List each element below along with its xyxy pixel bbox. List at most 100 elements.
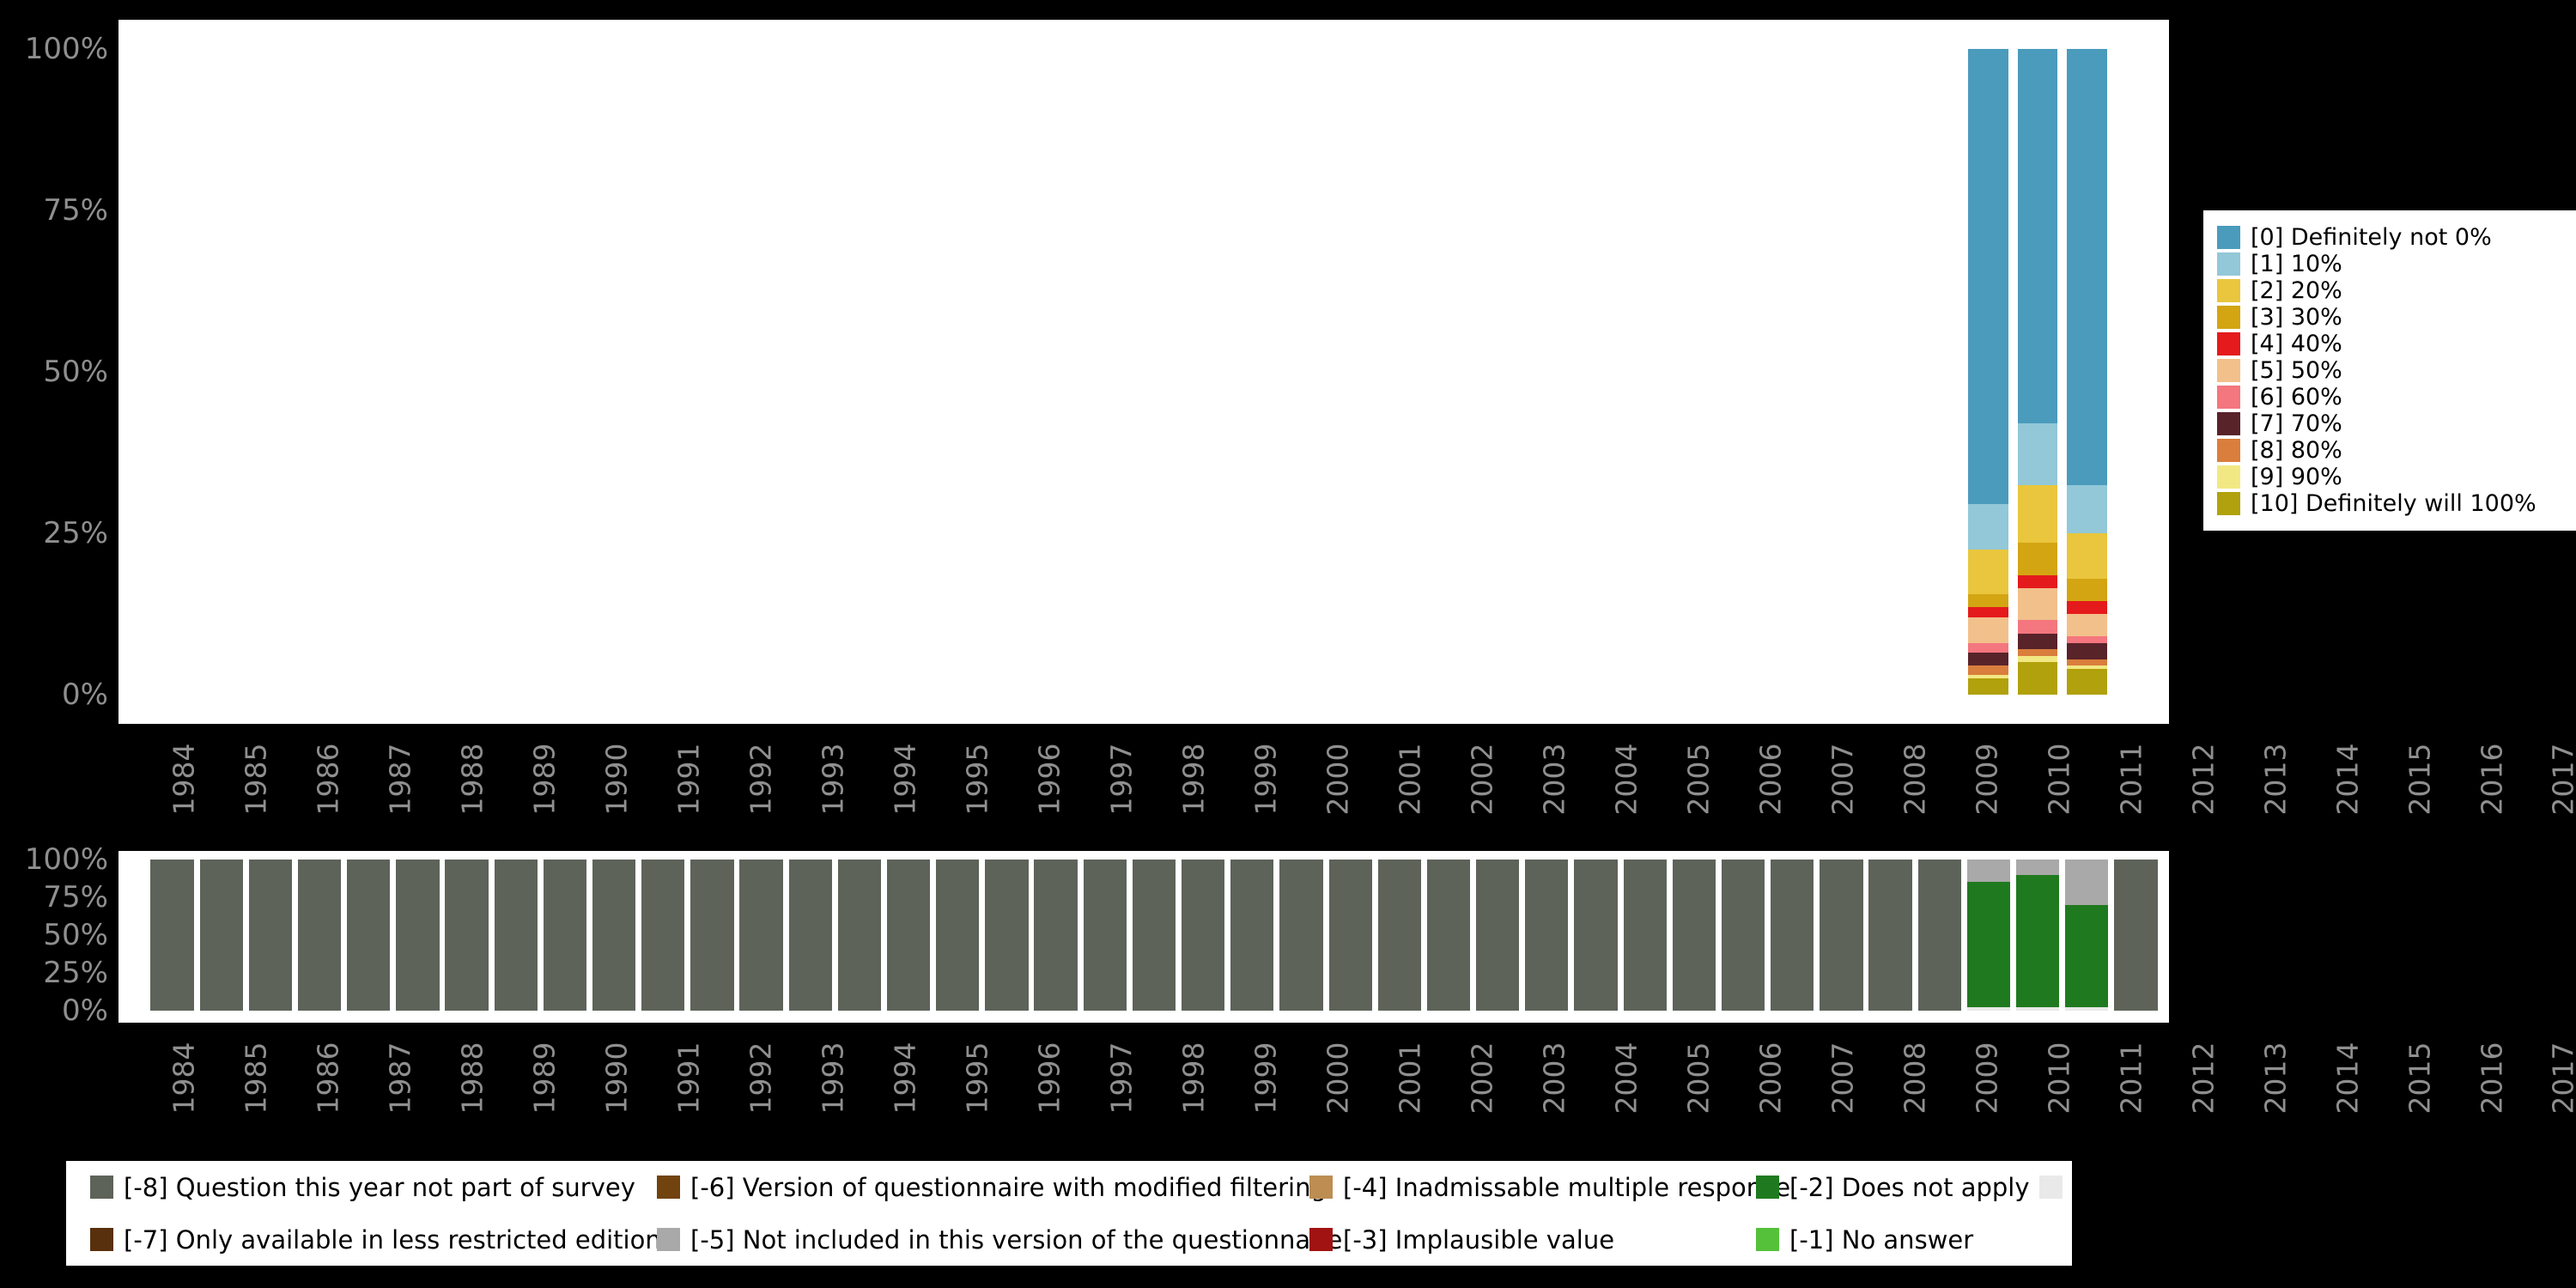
bar-segment--8	[1917, 860, 1961, 1011]
legend-item: [0] Definitely not 0%	[2217, 224, 2576, 251]
legend-label: [-7] Only available in less restricted e…	[124, 1224, 661, 1255]
year-label: 2008	[1898, 1042, 1932, 1114]
year-label: 2013	[2258, 1042, 2293, 1114]
stacked-bar	[1525, 860, 1569, 1011]
missing-bar-2018	[1817, 860, 1866, 1011]
year-label: 2013	[2258, 743, 2293, 815]
legend-label: [-3] Implausible value	[1343, 1224, 1615, 1255]
legend-swatch	[90, 1228, 113, 1251]
legend-label: [5] 50%	[2251, 357, 2342, 384]
missing-bar-2023	[2063, 860, 2111, 1011]
missing-bar-1987	[295, 860, 344, 1011]
bar-segment--2	[1966, 882, 2011, 1008]
missing-bar-1996	[737, 860, 786, 1011]
bar-segment--5	[2065, 860, 2109, 905]
year-tick: 1995	[941, 731, 1013, 827]
bar-segment--8	[1182, 860, 1225, 1011]
missing-bar-2010	[1424, 860, 1473, 1011]
year-tick: 2001	[1374, 731, 1446, 827]
answers-bar-2022	[2013, 49, 2062, 695]
legend-item: [-7] Only available in less restricted e…	[90, 1225, 661, 1255]
year-tick: 2004	[1590, 1030, 1662, 1126]
missings-y-axis: 100% 75% 50% 25% 0%	[0, 845, 108, 1025]
answers-plot-area	[148, 49, 2160, 695]
bar-segment--8	[1721, 860, 1765, 1011]
year-tick: 2011	[2095, 731, 2167, 827]
year-tick: 1996	[1013, 1030, 1085, 1126]
year-label: 2012	[2186, 743, 2221, 815]
legend-label: valid cases	[2073, 1172, 2211, 1202]
year-label: 1992	[744, 1042, 778, 1114]
bar-segment--8	[985, 860, 1029, 1011]
year-label: 2001	[1393, 743, 1427, 815]
legend-swatch	[657, 1228, 680, 1251]
answers-x-axis: 1984 1985 1986 1987 1988 1989 1990 1991 1992 1993…	[148, 731, 2576, 827]
year-label: 2005	[1681, 1042, 1716, 1114]
stacked-bar	[1868, 860, 1912, 1011]
legend-label: [0] Definitely not 0%	[2251, 224, 2492, 251]
bar-segment--8	[1083, 860, 1127, 1011]
bar-segment--8	[494, 860, 538, 1011]
stacked-bar	[1377, 860, 1421, 1011]
missing-bar-1992	[540, 860, 589, 1011]
bar-segment-4	[2017, 574, 2058, 588]
stacked-bar	[1328, 860, 1372, 1011]
missing-bar-2004	[1129, 860, 1178, 1011]
legend-item: [9] 90%	[2217, 464, 2576, 490]
bar-segment--8	[1623, 860, 1667, 1011]
year-tick: 2009	[1951, 1030, 2023, 1126]
missing-bar-2020	[1915, 860, 1964, 1011]
bar-segment-8	[1968, 665, 2009, 676]
legend-swatch	[2217, 359, 2240, 382]
year-tick: 1985	[220, 1030, 292, 1126]
year-label: 1987	[383, 1042, 417, 1114]
bar-segment--8	[347, 860, 391, 1011]
legend-swatch	[1756, 1228, 1779, 1251]
year-label: 1984	[167, 1042, 201, 1114]
year-tick: 1989	[508, 731, 580, 827]
legend-label: [4] 40%	[2251, 331, 2342, 357]
year-tick: 1987	[364, 1030, 436, 1126]
bar-segment-2	[2017, 484, 2058, 544]
bar-segment-0	[2017, 49, 2058, 424]
missing-bar-2009	[1375, 860, 1424, 1011]
legend-swatch	[2217, 386, 2240, 409]
year-label: 1994	[888, 743, 922, 815]
stacked-bar	[2065, 860, 2109, 1011]
stacked-bar	[985, 860, 1029, 1011]
year-label: 1992	[744, 743, 778, 815]
year-label: 1989	[527, 1042, 562, 1114]
bar-segment--8	[1771, 860, 1814, 1011]
legend-swatch	[2217, 465, 2240, 489]
bar-segment--8	[543, 860, 587, 1011]
stacked-bar	[1279, 860, 1323, 1011]
stacked-bar	[690, 860, 734, 1011]
bar-segment--8	[886, 860, 931, 1011]
legend-swatch	[2217, 226, 2240, 249]
bar-segment-valid	[1966, 1007, 2011, 1011]
year-label: 2004	[1609, 743, 1643, 815]
year-tick: 2005	[1662, 1030, 1735, 1126]
missing-bar-2012	[1522, 860, 1571, 1011]
legend-label: [1] 10%	[2251, 251, 2342, 277]
legend-swatch	[1309, 1228, 1333, 1251]
bar-segment-0	[1968, 49, 2009, 505]
missing-bar-1989	[393, 860, 442, 1011]
year-label: 1997	[1104, 1042, 1139, 1114]
year-tick: 2000	[1302, 731, 1374, 827]
stacked-bar	[543, 860, 587, 1011]
year-label: 2007	[1826, 1042, 1860, 1114]
year-tick: 2013	[2239, 731, 2312, 827]
bar-segment-5	[2017, 587, 2058, 621]
year-label: 2005	[1681, 743, 1716, 815]
year-tick: 2012	[2167, 1030, 2239, 1126]
legend-item: [3] 30%	[2217, 304, 2576, 331]
stacked-bar	[1182, 860, 1225, 1011]
y-tick-label: 100%	[24, 32, 108, 66]
missing-bar-1994	[639, 860, 688, 1011]
missing-bar-2005	[1179, 860, 1228, 1011]
missings-chart-panel	[118, 851, 2169, 1023]
year-tick: 2003	[1518, 731, 1590, 827]
y-tick-label: 25%	[43, 956, 108, 990]
y-tick-label: 0%	[62, 993, 108, 1028]
